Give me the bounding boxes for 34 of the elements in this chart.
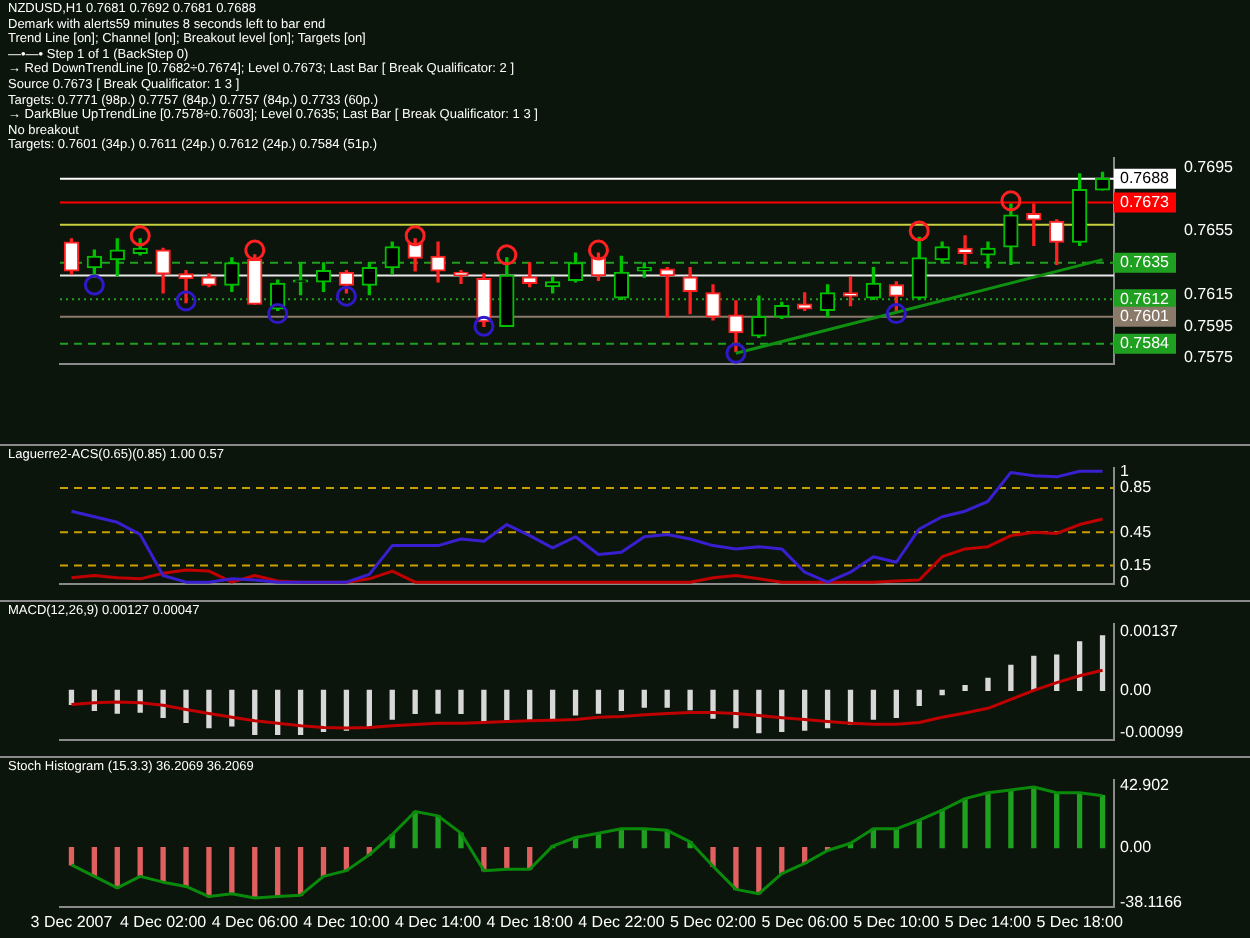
- x-tick-label: 4 Dec 10:00: [303, 912, 391, 931]
- ref-line-label: 0.7635: [1120, 253, 1171, 272]
- y-tick-label: 0.7615: [1184, 284, 1235, 303]
- x-tick-label: 5 Dec 18:00: [1036, 912, 1124, 931]
- y-tick-label: 0.45: [1120, 522, 1153, 541]
- y-tick-label: -38.1166: [1120, 892, 1184, 911]
- x-tick-label: 4 Dec 22:00: [578, 912, 666, 931]
- y-tick-label: 0.7695: [1184, 157, 1235, 176]
- ref-line-label: 0.7612: [1120, 289, 1171, 308]
- y-tick-label: 0: [1120, 572, 1130, 591]
- y-tick-label: -0.00099: [1120, 723, 1185, 742]
- ref-line-label: 0.7673: [1120, 192, 1171, 211]
- x-tick-label: 5 Dec 14:00: [944, 912, 1033, 931]
- x-tick-label: 5 Dec 06:00: [761, 912, 849, 931]
- x-tick-label: 4 Dec 02:00: [119, 912, 208, 931]
- y-tick-label: 0.7655: [1184, 221, 1235, 240]
- x-tick-label: 4 Dec 14:00: [394, 912, 483, 931]
- x-tick-label: 5 Dec 10:00: [853, 912, 941, 931]
- y-tick-label: 0.00: [1120, 680, 1153, 699]
- y-tick-label: 0.7595: [1184, 316, 1235, 335]
- y-tick-label: 0.15: [1120, 555, 1153, 574]
- x-tick-label: 3 Dec 2007: [30, 912, 114, 931]
- y-tick-label: 42.902: [1120, 776, 1171, 795]
- y-tick-label: 1: [1120, 461, 1130, 480]
- y-tick-label: 0.00: [1120, 837, 1153, 856]
- x-tick-label: 4 Dec 06:00: [211, 912, 299, 931]
- ref-line-label: 0.7601: [1120, 307, 1171, 326]
- y-tick-label: 0.7575: [1184, 348, 1235, 367]
- y-tick-label: 0.00137: [1120, 622, 1179, 641]
- x-tick-label: 5 Dec 02:00: [669, 912, 758, 931]
- x-tick-label: 4 Dec 18:00: [486, 912, 574, 931]
- ref-line-label: 0.7584: [1120, 334, 1171, 353]
- y-tick-label: 0.85: [1120, 478, 1153, 497]
- ref-line-label: 0.7688: [1120, 169, 1171, 188]
